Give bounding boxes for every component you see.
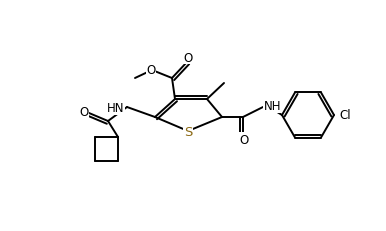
- Text: NH: NH: [264, 100, 281, 113]
- Text: O: O: [146, 63, 156, 76]
- Text: S: S: [184, 125, 192, 138]
- Text: O: O: [183, 51, 193, 64]
- Text: Cl: Cl: [339, 109, 350, 122]
- Text: O: O: [239, 133, 249, 146]
- Text: HN: HN: [107, 102, 124, 115]
- Text: O: O: [80, 106, 89, 119]
